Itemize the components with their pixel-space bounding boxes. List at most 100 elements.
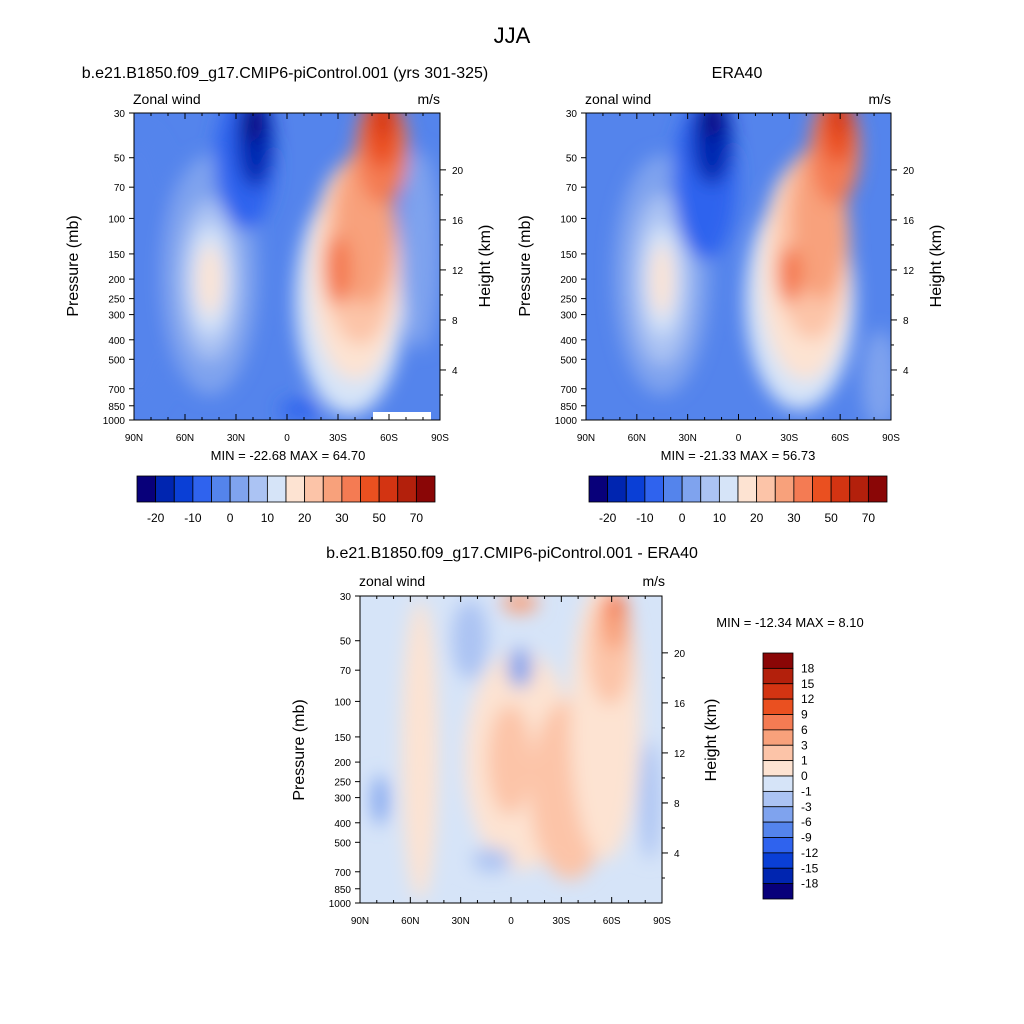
model-colorbar-label: -10 — [184, 511, 202, 525]
obs-stats: MIN = -21.33 MAX = 56.73 — [661, 448, 816, 463]
obs-y2tick-label: 16 — [903, 216, 915, 227]
diff-colorbar-label: -1 — [801, 784, 812, 798]
obs-right-label: m/s — [868, 91, 891, 107]
diff-panel-title: b.e21.B1850.f09_g17.CMIP6-piControl.001 … — [326, 545, 698, 562]
model-ylabel: Pressure (mb) — [65, 215, 82, 316]
model-colorbar-swatch — [415, 475, 436, 503]
diff-axes: 90N 60N 30N 0 30S 60S 90S 30 50 70 100 150 200 250 300… — [329, 592, 686, 927]
diff-colorbar-swatch — [762, 667, 794, 685]
diff-colorbar-swatch — [762, 714, 794, 731]
diff-xtick-label: 60S — [603, 916, 621, 927]
diff-y2tick-label: 16 — [674, 699, 686, 710]
diff-y2tick-label: 20 — [674, 649, 686, 660]
diff-ylabel-right: Height (km) — [703, 699, 720, 782]
obs-xtick-label: 90N — [577, 433, 595, 444]
model-ytick-label: 1000 — [103, 416, 126, 427]
obs-ytick-label: 300 — [560, 311, 577, 322]
diff-ytick-label: 200 — [334, 758, 351, 769]
obs-ylabel: Pressure (mb) — [517, 215, 534, 316]
model-xtick-label: 90S — [431, 433, 449, 444]
obs-ytick-label: 250 — [560, 295, 577, 306]
model-ytick-label: 100 — [108, 214, 125, 225]
diff-colorbar-swatch — [762, 806, 794, 823]
model-ytick-label: 400 — [108, 336, 125, 347]
model-ytick-label: 70 — [114, 183, 126, 194]
obs-ytick-label: 30 — [566, 109, 578, 120]
obs-colorbar-swatch — [774, 475, 795, 503]
model-ytick-label: 200 — [108, 275, 125, 286]
obs-ytick-label: 70 — [566, 183, 578, 194]
obs-colorbar-label: 0 — [679, 511, 686, 525]
model-colorbar-swatch — [266, 475, 287, 503]
figure-title: JJA — [494, 23, 531, 48]
obs-y2tick-label: 12 — [903, 266, 915, 277]
model-colorbar-swatch — [341, 475, 361, 503]
diff-y2tick-label: 8 — [674, 799, 680, 810]
obs-xtick-label: 60S — [831, 433, 849, 444]
obs-ytick-label: 100 — [560, 214, 577, 225]
model-xtick-label: 90N — [125, 433, 143, 444]
model-ytick-label: 150 — [108, 250, 125, 261]
obs-colorbar-label: -10 — [636, 511, 654, 525]
diff-ytick-label: 1000 — [329, 899, 352, 910]
obs-y2tick-label: 20 — [903, 166, 915, 177]
diff-xtick-label: 90N — [351, 916, 369, 927]
diff-colorbar-swatch — [762, 744, 794, 762]
obs-ytick-label: 500 — [560, 355, 577, 366]
obs-ytick-label: 400 — [560, 336, 577, 347]
diff-ytick-label: 700 — [334, 868, 351, 879]
obs-colorbar-label: 30 — [787, 511, 801, 525]
diff-colorbar-label: -9 — [801, 831, 812, 845]
diff-colorbar-swatch — [762, 683, 794, 700]
obs-colorbar-swatch — [830, 475, 851, 503]
diff-colorbar-label: 0 — [801, 769, 808, 783]
obs-colorbar-swatch — [867, 475, 888, 503]
model-xtick-label: 60S — [380, 433, 398, 444]
diff-ytick-label: 850 — [334, 885, 351, 896]
diff-colorbar-swatch — [762, 821, 794, 838]
obs-colorbar-label: 20 — [750, 511, 764, 525]
diff-colorbar-label: -3 — [801, 800, 812, 814]
model-colorbar-swatch — [173, 475, 194, 503]
model-xtick-label: 60N — [176, 433, 194, 444]
obs-colorbar-swatch — [607, 475, 627, 503]
model-colorbar-swatch — [155, 475, 175, 503]
diff-xtick-label: 30S — [552, 916, 570, 927]
model-colorbar-label: 50 — [372, 511, 386, 525]
diff-y2tick-label: 4 — [674, 849, 680, 860]
model-ytick-label: 500 — [108, 355, 125, 366]
diff-colorbar-swatch — [762, 852, 794, 869]
diff-y2tick-label: 12 — [674, 749, 686, 760]
obs-colorbar-swatch — [700, 475, 720, 503]
obs-colorbar-label: 10 — [713, 511, 727, 525]
diff-ylabel: Pressure (mb) — [291, 699, 308, 800]
model-ylabel-right: Height (km) — [477, 225, 494, 308]
obs-colorbar-swatch — [812, 475, 832, 503]
model-colorbar-swatch — [378, 475, 399, 503]
obs-ytick-label: 200 — [560, 275, 577, 286]
model-colorbar-swatch — [192, 475, 212, 503]
model-colorbar-swatch — [304, 475, 324, 503]
diff-contour-field — [360, 596, 662, 903]
model-colorbar-label: 20 — [298, 511, 312, 525]
diff-colorbar-label: 18 — [801, 661, 815, 675]
diff-colorbar-label: -15 — [801, 861, 819, 875]
diff-colorbar-swatch — [762, 652, 794, 669]
obs-contour-field — [586, 113, 891, 420]
obs-y2tick-label: 8 — [903, 316, 909, 327]
obs-colorbar-swatch — [588, 475, 609, 503]
model-colorbar-swatch — [211, 475, 231, 503]
obs-y2tick-label: 4 — [903, 366, 909, 377]
model-contour-field — [134, 113, 440, 420]
diff-colorbar-label: 15 — [801, 677, 815, 691]
diff-xtick-label: 0 — [508, 916, 514, 927]
obs-xtick-label: 90S — [882, 433, 900, 444]
diff-colorbar-label: 6 — [801, 723, 808, 737]
obs-colorbar-swatch — [718, 475, 739, 503]
diff-colorbar-label: 12 — [801, 692, 815, 706]
obs-colorbar-label: -20 — [599, 511, 617, 525]
diff-ytick-label: 500 — [334, 838, 351, 849]
model-xtick-label: 30N — [227, 433, 245, 444]
